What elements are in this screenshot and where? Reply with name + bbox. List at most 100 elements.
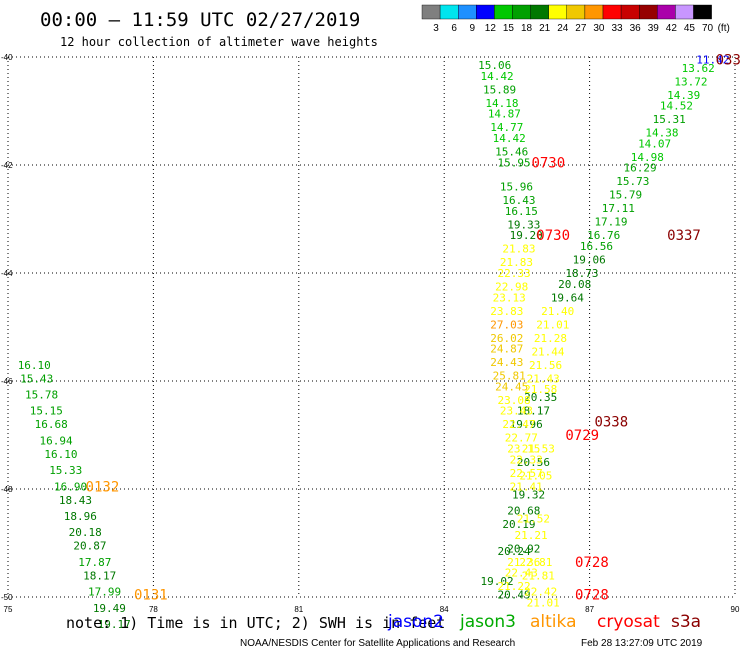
swh-value-jason3: 16.94 — [40, 434, 73, 447]
swh-value-jason3: 15.06 — [478, 59, 511, 72]
colorbar-label: 9 — [469, 23, 475, 34]
colorbar-label: 18 — [521, 23, 533, 34]
footer-credit: NOAA/NESDIS Center for Satellite Applica… — [240, 638, 515, 649]
swh-value-jason3: 14.77 — [490, 121, 523, 134]
swh-value-jason3: 16.10 — [44, 448, 77, 461]
colorbar-label: 45 — [684, 23, 696, 34]
legend-s3a: s3a — [671, 612, 701, 632]
swh-value-jason3: 20.87 — [73, 540, 106, 553]
swh-value-jason3: 16.43 — [502, 194, 535, 207]
swh-value-jason3: 15.46 — [495, 146, 528, 159]
swh-value-altika: 21.44 — [531, 345, 564, 358]
colorbar-swatch — [675, 4, 694, 20]
y-tick-label: -50 — [1, 593, 13, 602]
swh-value-altika: 22.33 — [510, 453, 543, 466]
footer-timestamp: Feb 28 13:27:09 UTC 2019 — [581, 638, 703, 649]
swh-value-jason3: 18.17 — [517, 405, 550, 418]
y-tick-label: -42 — [1, 161, 13, 170]
swh-value-altika: 24.43 — [490, 356, 523, 369]
y-tick-label: -48 — [1, 485, 13, 494]
swh-value-altika: 21.40 — [541, 305, 574, 318]
swh-value-jason3: 14.87 — [488, 108, 521, 121]
legend-altika: altika — [530, 612, 577, 632]
swh-value-altika: 21.28 — [534, 332, 567, 345]
axis-ticks: 75 78 81 84 87 90 -40 -42 -44 -46 -48 -50 — [1, 53, 740, 614]
swh-value-jason3: 19.20 — [510, 229, 543, 242]
swh-value-jason3: 20.08 — [558, 278, 591, 291]
swh-value-jason3: 20.68 — [507, 505, 540, 518]
swh-value-altika: 22.81 — [519, 556, 552, 569]
time-labels: 0132 0131 0730 0730 0729 0728 0728 0336 0337 0338 — [86, 53, 740, 604]
swh-value-jason3: 17.99 — [88, 586, 121, 599]
colorbar-swatch — [476, 4, 495, 20]
swh-value-altika: 23.13 — [493, 291, 526, 304]
swh-value-jason3: 14.07 — [638, 137, 671, 150]
colorbar-label: 33 — [611, 23, 623, 34]
colorbar-label: 24 — [557, 23, 569, 34]
swh-value-jason3: 16.90 — [54, 480, 87, 493]
swh-value-jason3: 18.43 — [59, 494, 92, 507]
swh-value-jason3: 13.62 — [682, 62, 715, 75]
swh-value-altika: 22.77 — [505, 432, 538, 445]
swh-value-altika: 21.21 — [514, 529, 547, 542]
time-label-altika: 0131 — [134, 587, 168, 603]
swh-value-jason3: 14.42 — [493, 132, 526, 145]
swh-value-altika: 24.87 — [490, 343, 523, 356]
colorbar-label: 6 — [451, 23, 457, 34]
colorbar-swatch — [584, 4, 604, 20]
swh-value-jason3: 14.18 — [485, 97, 518, 110]
swh-value-jason3: 15.79 — [609, 189, 642, 202]
colorbar-swatch — [620, 4, 640, 20]
swh-value-altika: 21.36 — [507, 556, 540, 569]
swh-value-altika: 27.03 — [490, 318, 523, 331]
swh-value-jason3: 13.72 — [674, 75, 707, 88]
swh-value-altika: 22.57 — [510, 467, 543, 480]
legend-jason3: jason3 — [459, 612, 516, 632]
swh-value-altika: 21.41 — [510, 480, 543, 493]
swh-value-jason3: 15.95 — [498, 156, 531, 169]
x-tick-label: 84 — [440, 605, 449, 614]
time-label-s3a: 0338 — [594, 415, 628, 431]
chart-title: 00:00 – 11:59 UTC 02/27/2019 — [40, 9, 360, 31]
time-label-cryosat: 0730 — [531, 155, 565, 171]
satellite-legend: jason2 jason3 altika cryosat s3a — [387, 612, 701, 632]
swh-value-altika: 23.83 — [490, 305, 523, 318]
swh-value-altika: 24.45 — [495, 380, 528, 393]
time-label-s3a: 0336 — [716, 53, 740, 69]
colorbar-label: 15 — [503, 23, 515, 34]
colorbar-swatch — [657, 4, 676, 20]
colorbar-label: 39 — [648, 23, 660, 34]
legend-jason2: jason2 — [387, 612, 444, 632]
swh-value-jason3: 14.52 — [660, 100, 693, 113]
swh-value-jason3: 19.33 — [507, 218, 540, 231]
chart-subtitle: 12 hour collection of altimeter wave hei… — [60, 35, 378, 49]
x-tick-label: 90 — [731, 605, 740, 614]
swh-value-altika: 21.83 — [500, 256, 533, 269]
colorbar-swatch — [693, 4, 712, 20]
swh-value-altika: 22.47 — [502, 418, 535, 431]
swh-value-jason2: 11.42 — [696, 54, 729, 67]
swh-value-jason3: 16.29 — [624, 162, 657, 175]
swh-value-jason3: 18.73 — [565, 267, 598, 280]
swh-value-jason3: 18.96 — [64, 510, 97, 523]
x-tick-label: 78 — [149, 605, 158, 614]
swh-value-jason3: 20.92 — [507, 542, 540, 555]
swh-value-jason3: 15.43 — [20, 372, 53, 385]
time-label-altika: 0132 — [86, 479, 120, 495]
y-tick-label: -44 — [1, 269, 13, 278]
swh-value-altika: 21.22 — [498, 580, 531, 593]
colorbar-label: 12 — [485, 23, 497, 34]
colorbar-label: 70 — [702, 23, 714, 34]
swh-value-jason3: 17.11 — [602, 202, 635, 215]
swh-value-altika: 21.58 — [524, 383, 557, 396]
swh-value-jason3: 15.33 — [49, 464, 82, 477]
x-tick-label: 87 — [585, 605, 594, 614]
colorbar-swatch — [512, 4, 531, 20]
swh-value-jason3: 20.56 — [517, 456, 550, 469]
time-label-cryosat: 0728 — [575, 555, 609, 571]
swh-value-jason3: 15.31 — [653, 113, 686, 126]
swh-value-jason3: 19.49 — [93, 602, 126, 615]
swh-value-altika: 21.83 — [502, 243, 535, 256]
swh-value-jason3: 16.56 — [580, 240, 613, 253]
